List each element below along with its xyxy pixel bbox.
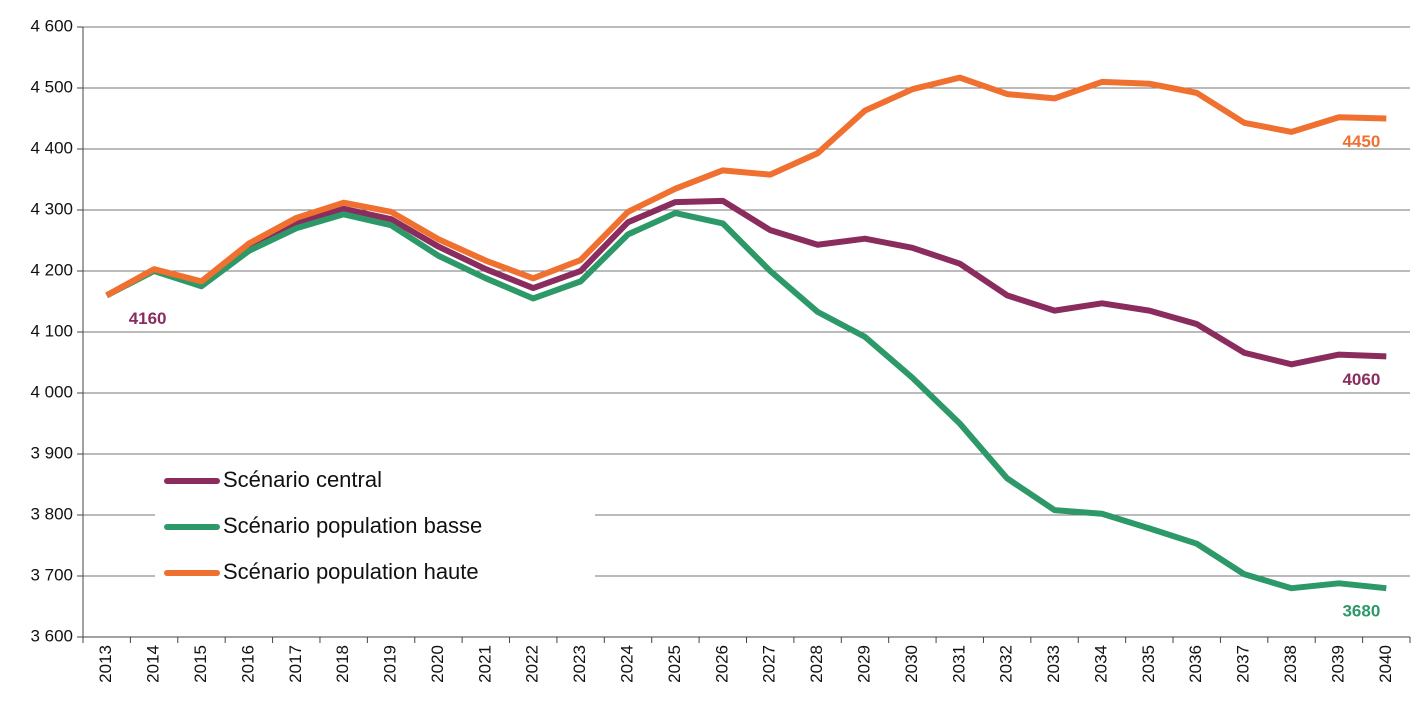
value-label: 4160 bbox=[129, 309, 167, 328]
y-tick-label: 4 300 bbox=[30, 199, 73, 218]
x-tick-label: 2028 bbox=[807, 645, 826, 683]
x-tick-label: 2040 bbox=[1376, 645, 1395, 683]
value-label: 4450 bbox=[1342, 132, 1380, 151]
line bbox=[105, 210, 1387, 592]
x-tick-label: 2029 bbox=[854, 645, 873, 683]
x-tick-label: 2037 bbox=[1234, 645, 1253, 683]
value-label: 3680 bbox=[1342, 602, 1380, 621]
line bbox=[105, 74, 1387, 299]
y-tick-label: 3 800 bbox=[30, 504, 73, 523]
x-tick-label: 2015 bbox=[191, 645, 210, 683]
y-tick-label: 4 500 bbox=[30, 77, 73, 96]
x-tick-label: 2035 bbox=[1139, 645, 1158, 683]
x-tick-label: 2014 bbox=[144, 645, 163, 683]
y-tick-label: 4 100 bbox=[30, 321, 73, 340]
x-tick-label: 2033 bbox=[1044, 645, 1063, 683]
x-tick-label: 2034 bbox=[1091, 645, 1110, 683]
x-tick-label: 2022 bbox=[523, 645, 542, 683]
x-tick-label: 2017 bbox=[286, 645, 305, 683]
legend-label: Scénario population haute bbox=[223, 559, 479, 584]
y-tick-label: 3 900 bbox=[30, 443, 73, 462]
x-tick-label: 2026 bbox=[712, 645, 731, 683]
y-tick-label: 3 700 bbox=[30, 565, 73, 584]
x-tick-label: 2018 bbox=[333, 645, 352, 683]
legend-box bbox=[155, 455, 595, 603]
x-tick-label: 2013 bbox=[96, 645, 115, 683]
x-tick-label: 2032 bbox=[997, 645, 1016, 683]
legend-label: Scénario central bbox=[223, 467, 382, 492]
x-tick-label: 2019 bbox=[381, 645, 400, 683]
y-tick-label: 4 000 bbox=[30, 382, 73, 401]
x-tick-label: 2039 bbox=[1328, 645, 1347, 683]
x-tick-label: 2038 bbox=[1281, 645, 1300, 683]
y-tick-label: 4 200 bbox=[30, 260, 73, 279]
value-label: 4060 bbox=[1342, 370, 1380, 389]
x-tick-label: 2023 bbox=[570, 645, 589, 683]
x-tick-label: 2016 bbox=[238, 645, 257, 683]
y-tick-label: 4 400 bbox=[30, 138, 73, 157]
x-tick-label: 2024 bbox=[618, 645, 637, 683]
line bbox=[105, 197, 1387, 368]
legend-label: Scénario population basse bbox=[223, 513, 482, 538]
x-tick-label: 2025 bbox=[665, 645, 684, 683]
x-tick-label: 2030 bbox=[902, 645, 921, 683]
x-tick-label: 2027 bbox=[760, 645, 779, 683]
x-tick-label: 2031 bbox=[949, 645, 968, 683]
x-tick-label: 2020 bbox=[428, 645, 447, 683]
x-tick-label: 2021 bbox=[475, 645, 494, 683]
y-tick-label: 4 600 bbox=[30, 16, 73, 35]
y-tick-label: 3 600 bbox=[30, 626, 73, 645]
x-tick-label: 2036 bbox=[1186, 645, 1205, 683]
